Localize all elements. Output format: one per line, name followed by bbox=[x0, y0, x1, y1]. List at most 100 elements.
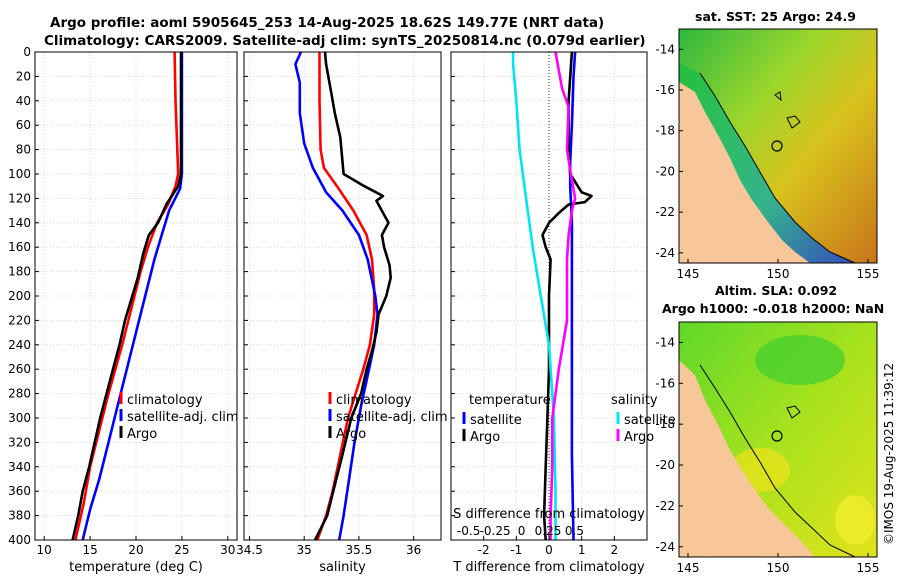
map-x-tick-label: 145 bbox=[677, 267, 700, 281]
map-y-tick-label: -20 bbox=[655, 164, 675, 178]
x-tick-label: 10 bbox=[37, 543, 52, 557]
sla-eddy-1 bbox=[755, 335, 845, 385]
sst-argo-marker bbox=[771, 140, 783, 152]
axes-frame bbox=[243, 51, 442, 541]
legend-label: climatology bbox=[127, 393, 203, 408]
y-tick-label: 100 bbox=[8, 167, 31, 181]
x-tick-label: 36 bbox=[406, 543, 421, 557]
x-axis-label: temperature (deg C) bbox=[69, 560, 203, 575]
secondary-tick-label: -0.5 bbox=[457, 524, 480, 538]
legend-label: Argo bbox=[624, 430, 654, 445]
legend-label: satellite-adj. clim bbox=[127, 410, 239, 425]
series-argo bbox=[313, 51, 393, 541]
sla-argo-marker bbox=[771, 430, 783, 442]
y-tick-label: 220 bbox=[8, 313, 31, 327]
map-x-tick-label: 150 bbox=[767, 561, 790, 575]
map-y-tick-label: -24 bbox=[655, 246, 675, 260]
map-y-tick-label: -16 bbox=[655, 376, 675, 390]
map-x-tick-label: 145 bbox=[677, 561, 700, 575]
map-y-tick-label: -16 bbox=[655, 83, 675, 97]
y-tick-label: 140 bbox=[8, 216, 31, 230]
x-axis-label: T difference from climatology bbox=[452, 560, 645, 575]
secondary-tick-label: -0.25 bbox=[480, 524, 511, 538]
secondary-axis-label: S difference from climatology bbox=[453, 507, 645, 522]
sla-reef bbox=[786, 405, 801, 419]
sst-reef bbox=[786, 115, 801, 129]
x-tick-label: -2 bbox=[478, 543, 490, 557]
sla-map-title-1: Altim. SLA: 0.092 bbox=[715, 283, 838, 298]
y-tick-label: 60 bbox=[16, 118, 31, 132]
y-tick-label: 280 bbox=[8, 387, 31, 401]
map-x-tick-label: 155 bbox=[857, 267, 880, 281]
x-tick-label: 30 bbox=[220, 543, 235, 557]
y-tick-label: 360 bbox=[8, 484, 31, 498]
legend-label: satellite-adj. clim bbox=[336, 410, 448, 425]
map-y-tick-label: -18 bbox=[655, 417, 675, 431]
figure-title-line2: Climatology: CARS2009. Satellite-adj cli… bbox=[44, 33, 646, 49]
legend-label: Argo bbox=[336, 427, 366, 442]
y-tick-label: 400 bbox=[8, 533, 31, 547]
secondary-tick-label: 0 bbox=[518, 524, 526, 538]
sla-map bbox=[678, 321, 878, 558]
sst-map-axes: 145 150 155 -14 -16 -18 -20 -22 -24 bbox=[655, 42, 879, 281]
legend-label: satellite bbox=[624, 413, 676, 428]
y-tick-label: 0 bbox=[23, 45, 31, 59]
series-argo bbox=[71, 52, 183, 541]
difference-panel: -2 -1 0 1 2 T difference from climatology temp… bbox=[450, 51, 676, 575]
x-tick-label: 2 bbox=[611, 543, 619, 557]
map-y-tick-label: -22 bbox=[655, 205, 675, 219]
map-y-tick-label: -22 bbox=[655, 499, 675, 513]
legend-label: climatology bbox=[336, 393, 412, 408]
map-x-tick-label: 150 bbox=[767, 267, 790, 281]
sla-map-axes: 145 150 155 -14 -16 -18 -20 -22 -24 bbox=[655, 335, 879, 575]
map-y-tick-label: -18 bbox=[655, 124, 675, 138]
map-y-tick-label: -24 bbox=[655, 540, 675, 554]
map-x-tick-label: 155 bbox=[857, 561, 880, 575]
x-axis-label: salinity bbox=[319, 560, 366, 575]
y-tick-label: 380 bbox=[8, 509, 31, 523]
series-climatology bbox=[74, 51, 180, 541]
map-y-tick-label: -14 bbox=[655, 335, 675, 349]
secondary-tick-label: 0.25 bbox=[535, 524, 562, 538]
legend-label: satellite bbox=[470, 413, 522, 428]
y-tick-label: 340 bbox=[8, 460, 31, 474]
sla-contour bbox=[699, 364, 856, 558]
figure-title-line1: Argo profile: aoml 5905645_253 14-Aug-20… bbox=[50, 15, 605, 31]
y-tick-label: 180 bbox=[8, 265, 31, 279]
y-tick-label: 160 bbox=[8, 240, 31, 254]
sst-map bbox=[678, 28, 878, 264]
x-tick-label: 25 bbox=[174, 543, 189, 557]
map-y-tick-label: -20 bbox=[655, 458, 675, 472]
series-climatology bbox=[316, 52, 376, 541]
sla-eddy-3 bbox=[835, 495, 875, 545]
secondary-tick-label: 0.5 bbox=[565, 524, 584, 538]
y-tick-label: 40 bbox=[16, 94, 31, 108]
y-tick-label: 240 bbox=[8, 338, 31, 352]
y-tick-label: 20 bbox=[16, 69, 31, 83]
y-tick-label: 300 bbox=[8, 411, 31, 425]
series-satellite-adj-clim bbox=[294, 51, 379, 541]
legend-title-temperature: temperature bbox=[469, 393, 551, 408]
legend-title-salinity: salinity bbox=[611, 393, 658, 408]
series-s-satellite bbox=[511, 52, 557, 540]
sst-map-title: sat. SST: 25 Argo: 24.9 bbox=[695, 9, 856, 24]
x-tick-label: 35 bbox=[297, 543, 312, 557]
x-tick-label: 34.5 bbox=[236, 543, 263, 557]
y-tick-label: 320 bbox=[8, 435, 31, 449]
sst-contour bbox=[699, 72, 856, 264]
x-tick-label: 0 bbox=[545, 543, 553, 557]
series-s-argo bbox=[549, 51, 577, 540]
y-tick-label: 200 bbox=[8, 289, 31, 303]
temperature-panel: 10 15 20 25 30 temperature (deg C) 0 20 40 60 80 10… bbox=[8, 45, 239, 575]
x-tick-label: 1 bbox=[578, 543, 586, 557]
series-satellite-adj-clim bbox=[81, 52, 184, 541]
sst-island bbox=[774, 91, 782, 102]
y-tick-label: 260 bbox=[8, 362, 31, 376]
salinity-panel: 34.5 35 35.5 36 salinity climatology satellite… bbox=[236, 51, 448, 575]
legend-label: Argo bbox=[470, 430, 500, 445]
sla-map-title-2: Argo h1000: -0.018 h2000: NaN bbox=[662, 301, 885, 316]
legend-label: Argo bbox=[127, 427, 157, 442]
x-tick-label: -1 bbox=[510, 543, 522, 557]
sla-land bbox=[679, 360, 815, 557]
